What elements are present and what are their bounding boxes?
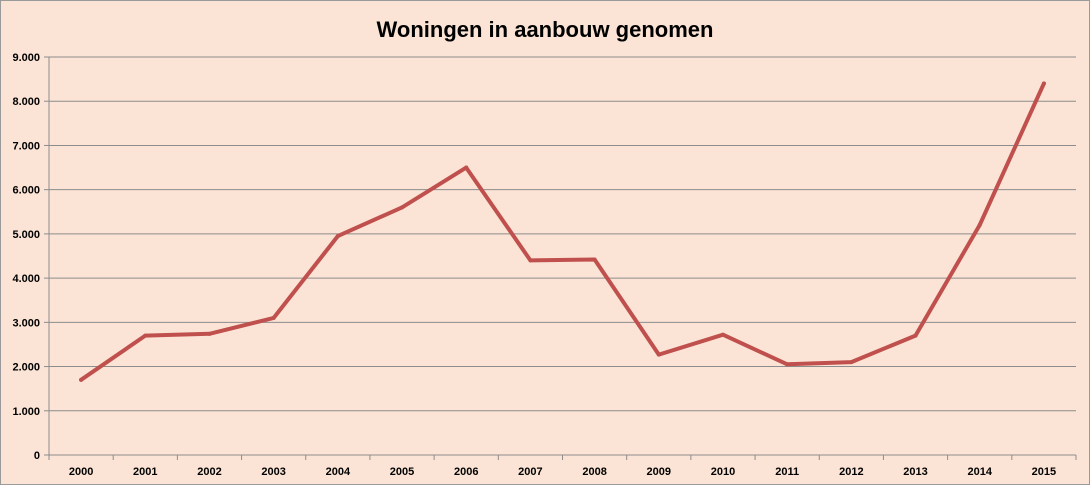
x-tick-label: 2001: [133, 466, 157, 478]
y-tick-label: 0: [34, 450, 40, 462]
x-tick-label: 2000: [69, 466, 93, 478]
x-axis-tick-labels: 2000 2001 2002 2003 2004 2005 2006 2007 2008 2009…: [69, 466, 1056, 478]
y-tick-label: 3.000: [12, 317, 40, 329]
data-point: [592, 257, 597, 262]
data-point: [785, 362, 790, 367]
data-point: [207, 331, 212, 336]
y-tick-label: 2.000: [12, 362, 40, 374]
data-point: [720, 332, 725, 337]
chart-title: Woningen in aanbouw genomen: [377, 17, 714, 42]
series-layer: [79, 81, 1046, 382]
x-tick-label: 2006: [454, 466, 478, 478]
data-point: [143, 333, 148, 338]
x-tick-label: 2003: [261, 466, 285, 478]
data-point: [271, 315, 276, 320]
data-point: [849, 360, 854, 365]
y-tick-label: 6.000: [12, 185, 40, 197]
y-tick-label: 5.000: [12, 229, 40, 241]
data-point: [528, 258, 533, 263]
y-axis-tick-labels: 0 1.000 2.000 3.000 4.000 5.000 6.000 7.000 8.00…: [12, 52, 40, 462]
x-tick-label: 2008: [582, 466, 606, 478]
x-tick-label: 2009: [647, 466, 671, 478]
y-tick-label: 7.000: [12, 140, 40, 152]
y-tick-label: 1.000: [12, 406, 40, 418]
data-point: [335, 234, 340, 239]
data-point: [913, 333, 918, 338]
data-point: [656, 352, 661, 357]
x-tick-label: 2004: [326, 466, 351, 478]
y-tick-label: 4.000: [12, 273, 40, 285]
series-line: [79, 81, 1046, 382]
x-tick-label: 2002: [197, 466, 221, 478]
gridlines: [49, 56, 1076, 412]
data-point: [400, 205, 405, 210]
y-tick-label: 8.000: [12, 96, 40, 108]
x-tick-label: 2013: [903, 466, 927, 478]
x-tick-label: 2014: [967, 466, 992, 478]
x-tick-label: 2005: [390, 466, 414, 478]
y-tick-label: 9.000: [12, 52, 40, 64]
data-point: [464, 165, 469, 170]
x-tick-label: 2007: [518, 466, 542, 478]
data-point: [977, 223, 982, 228]
data-point: [1041, 81, 1046, 86]
x-tick-label: 2011: [775, 466, 799, 478]
x-tick-label: 2010: [711, 466, 735, 478]
x-tick-label: 2012: [839, 466, 863, 478]
x-tick-label: 2015: [1032, 466, 1056, 478]
data-point: [79, 377, 84, 382]
axes: [44, 56, 1077, 460]
